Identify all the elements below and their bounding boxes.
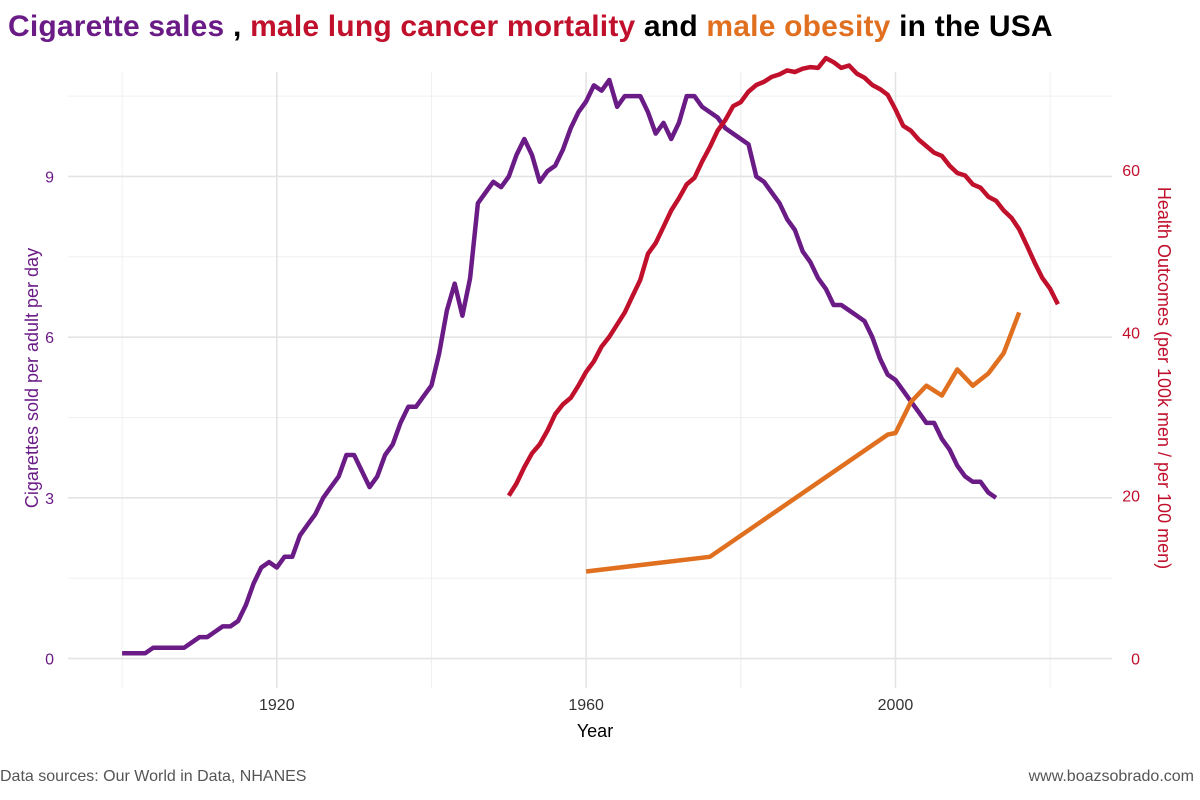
y-right-tick-label: 0 [1131, 652, 1140, 669]
title-part-separator: , [224, 10, 251, 43]
y-left-tick-label: 6 [45, 330, 54, 347]
chart-title: Cigarette sales , male lung cancer morta… [8, 10, 1053, 44]
title-part-lung-cancer: male lung cancer mortality [250, 10, 636, 43]
y-left-tick-label: 9 [45, 169, 54, 186]
y-right-tick-label: 40 [1122, 326, 1140, 343]
title-part-obesity: male obesity [706, 10, 891, 43]
y-left-tick-label: 0 [45, 652, 54, 669]
title-part-and: and [635, 10, 707, 43]
x-tick-label: 1920 [259, 697, 295, 714]
title-part-cigarette-sales: Cigarette sales [8, 10, 225, 43]
tick-labels: 1920 1960 2000 0 3 6 9 0 20 40 60 [45, 163, 1140, 714]
male-obesity-line [585, 311, 1022, 574]
x-tick-label: 2000 [878, 697, 914, 714]
x-tick-label: 1960 [568, 697, 604, 714]
y-axis-left-title: Cigarettes sold per adult per day [22, 248, 42, 508]
website-footer: www.boazsobrado.com [1028, 768, 1194, 785]
grid-lines [68, 72, 1112, 688]
male-lung-cancer-mortality-line [506, 55, 1060, 497]
y-left-tick-label: 3 [45, 491, 54, 508]
y-axis-right-title: Health Outcomes (per 100k men / per 100 … [1154, 187, 1174, 569]
cigarette-sales-line [122, 77, 998, 656]
series-lines [122, 55, 1060, 656]
y-right-tick-label: 20 [1122, 489, 1140, 506]
x-axis-title: Year [577, 721, 613, 741]
y-right-tick-label: 60 [1122, 163, 1140, 180]
title-part-usa: in the USA [890, 10, 1053, 43]
data-sources-footer: Data sources: Our World in Data, NHANES [0, 768, 307, 785]
